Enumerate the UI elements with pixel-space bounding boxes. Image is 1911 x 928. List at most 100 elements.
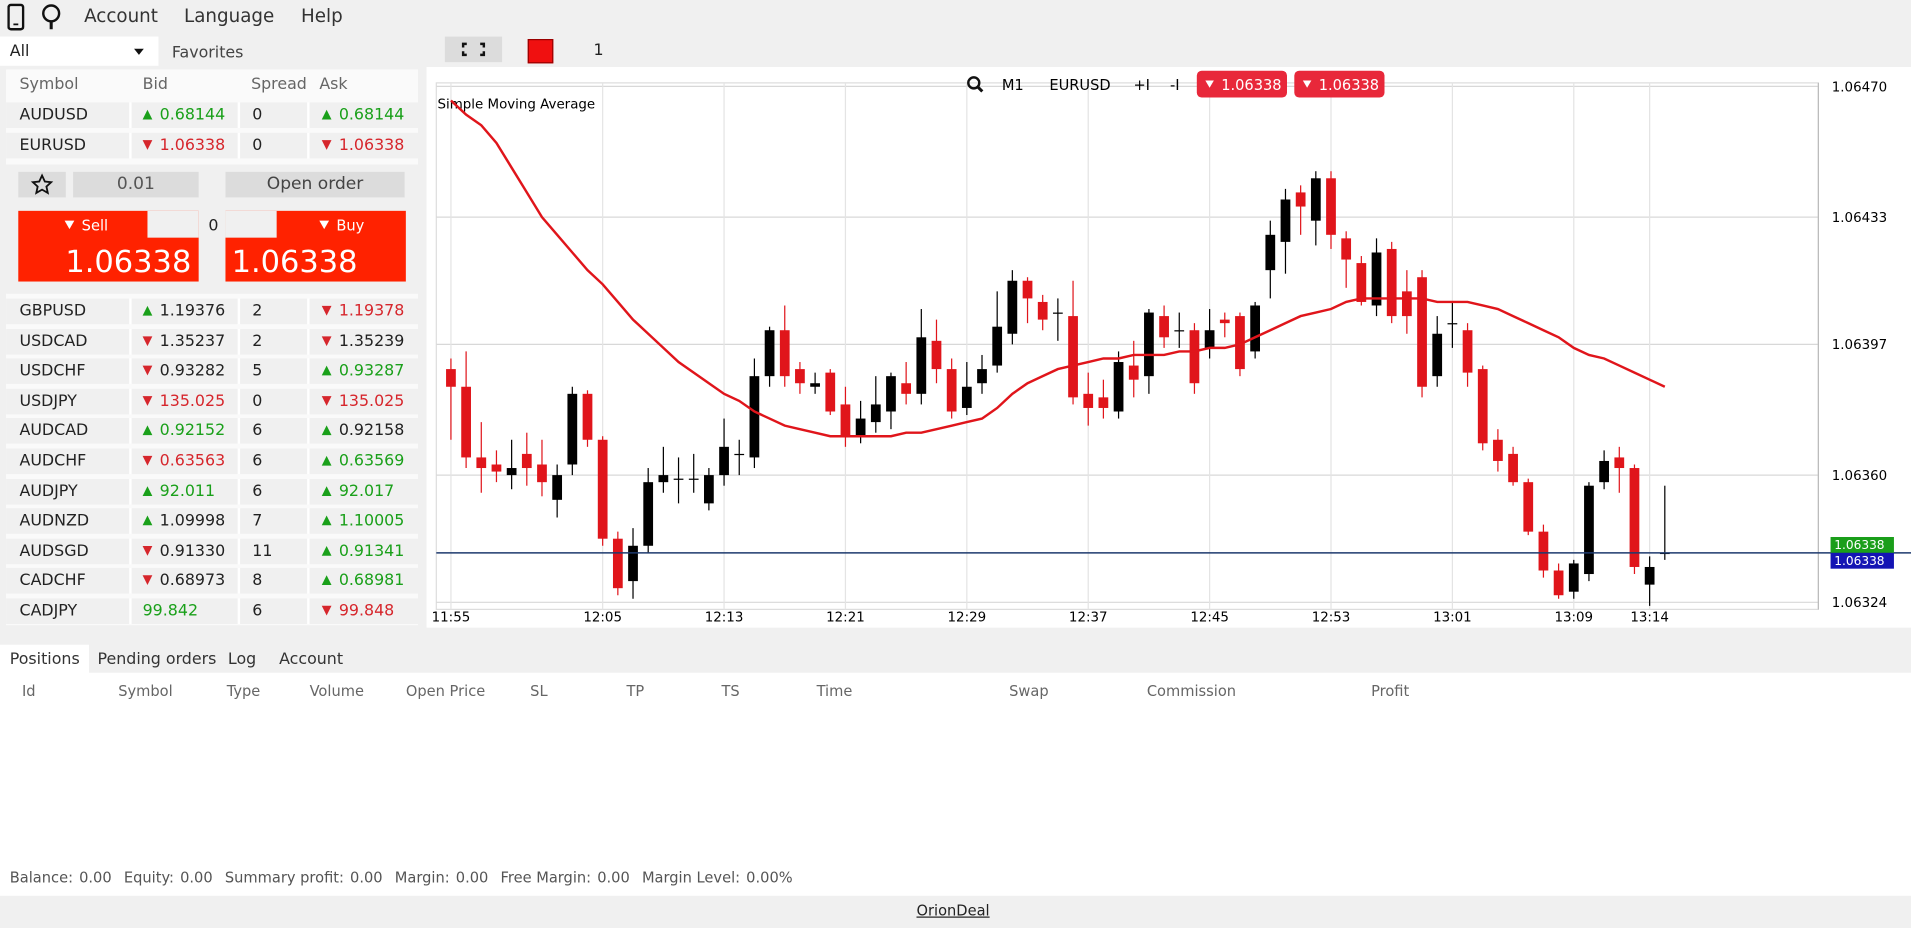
- column-header: Spread: [251, 75, 307, 94]
- fullscreen-button[interactable]: [444, 36, 503, 63]
- chart-symbol[interactable]: EURUSD: [1049, 77, 1110, 94]
- menu-item[interactable]: Account: [84, 4, 158, 27]
- candle-body: [1341, 238, 1352, 260]
- account-summary: Balance: 0.00 Equity: 0.00 Summary profit: 0.…: [10, 869, 805, 886]
- cell: [6, 478, 130, 505]
- cell: [6, 298, 130, 325]
- candle-body: [931, 340, 942, 370]
- spread: 2: [252, 332, 263, 351]
- sell-button[interactable]: Sell 1.06338: [18, 210, 199, 282]
- bid-badge[interactable]: [1196, 70, 1287, 98]
- watchlist-row[interactable]: AUDCAD 0.92152 6 0.92158: [6, 418, 419, 445]
- zoom-in[interactable]: +I: [1133, 77, 1150, 94]
- watchlist-row[interactable]: AUDJPY 92.011 6 92.017: [6, 478, 419, 505]
- candle-body: [1144, 312, 1154, 377]
- tab[interactable]: Pending orders: [97, 650, 217, 670]
- symbol: CADCHF: [19, 572, 86, 591]
- summary-value: 0.00: [597, 868, 630, 887]
- open-order-button[interactable]: Open order: [225, 171, 405, 198]
- menu-item[interactable]: Language: [184, 4, 275, 27]
- x-tick-label: 12:21: [826, 611, 865, 626]
- ask-price: 0.63569: [321, 452, 404, 470]
- bid-price: 1.06338: [142, 136, 225, 154]
- bulb-icon[interactable]: [40, 4, 62, 31]
- volume-input[interactable]: 0.01: [73, 171, 199, 198]
- candle-body: [1462, 330, 1473, 373]
- y-tick-label: 1.06397: [1832, 338, 1887, 353]
- buy-text: Buy: [336, 216, 365, 234]
- cell: [6, 538, 130, 565]
- symbol-filter[interactable]: All: [0, 36, 159, 66]
- direction-arrow: [142, 515, 153, 526]
- column-header: Ask: [319, 75, 348, 94]
- bid-price: 1.09998: [142, 512, 225, 530]
- ask: 1.35239: [338, 332, 405, 351]
- spread: 6: [252, 422, 263, 441]
- bid-price: 99.842: [143, 602, 198, 620]
- candle-body: [886, 376, 896, 412]
- candle-body: [1037, 301, 1048, 320]
- direction-arrow: [142, 485, 153, 496]
- watchlist-row[interactable]: AUDNZD 1.09998 7 1.10005: [6, 508, 419, 535]
- phone-icon[interactable]: [7, 3, 25, 31]
- candle-body: [1584, 485, 1594, 575]
- column-header: Id: [21, 682, 36, 700]
- candle-body: [1219, 319, 1230, 324]
- candle-body: [992, 326, 1003, 366]
- bid-price: 1.19376: [142, 302, 225, 321]
- candle-body: [704, 475, 714, 504]
- candle-body: [855, 418, 866, 437]
- ask-badge-text: 1.06338: [1319, 77, 1379, 94]
- footer-link[interactable]: OrionDeal: [916, 901, 990, 919]
- direction-arrow: [142, 455, 153, 466]
- order-panel: 0.01 Open order Sell 1.06338 0 Buy 1.063…: [6, 164, 419, 294]
- cell: [6, 358, 130, 385]
- watchlist-row[interactable]: CADCHF 0.68973 8 0.68981: [6, 568, 419, 595]
- watchlist-row[interactable]: CADJPY 99.842 6 99.848: [6, 598, 419, 624]
- direction-arrow: [321, 605, 332, 616]
- tab[interactable]: Log: [227, 650, 257, 670]
- watchlist-row[interactable]: USDJPY 135.025 0 135.025: [6, 388, 419, 415]
- watchlist-row[interactable]: USDCAD 1.35237 2 1.35239: [6, 328, 419, 355]
- candle-body: [1553, 570, 1564, 596]
- candle-body: [779, 330, 790, 377]
- watchlist-row[interactable]: GBPUSD 1.19376 2 1.19378: [6, 298, 419, 325]
- candle-body: [1265, 234, 1276, 271]
- tab[interactable]: Positions: [0, 644, 90, 674]
- symbol: USDCAD: [19, 332, 88, 351]
- watchlist-row[interactable]: AUDCHF 0.63563 6 0.63569: [6, 448, 419, 475]
- candle-body: [673, 478, 684, 480]
- x-tick-label: 12:37: [1069, 611, 1108, 626]
- timeframe[interactable]: M1: [1002, 77, 1024, 94]
- candle-body: [870, 404, 881, 423]
- column-header: Symbol: [118, 682, 173, 700]
- watchlist-row[interactable]: EURUSD 1.06338 0 1.06338: [6, 132, 419, 158]
- menu-item[interactable]: Help: [301, 4, 343, 27]
- zoom-out[interactable]: -I: [1170, 77, 1180, 94]
- candle-body: [1204, 330, 1215, 348]
- tab[interactable]: Account: [279, 650, 344, 670]
- spread: 5: [252, 362, 263, 381]
- favorites-tab[interactable]: Favorites: [171, 43, 244, 63]
- ask-price: 0.68144: [321, 106, 405, 125]
- watchlist-row[interactable]: USDCHF 0.93282 5 0.93287: [6, 358, 419, 385]
- ask-badge[interactable]: [1294, 70, 1385, 98]
- candle-body: [688, 478, 699, 480]
- cell: [6, 132, 130, 158]
- color-button[interactable]: [527, 39, 554, 64]
- bid-price: 92.011: [142, 482, 215, 500]
- watchlist-row[interactable]: AUDSGD 0.91330 11 0.91341: [6, 538, 419, 565]
- symbol: EURUSD: [19, 136, 86, 155]
- zoom-icon[interactable]: [967, 76, 984, 93]
- ask-price: 0.92158: [321, 422, 404, 440]
- candle-body: [1128, 365, 1139, 380]
- candle-body: [1432, 333, 1443, 377]
- column-header: TS: [721, 682, 740, 700]
- favorite-button[interactable]: [18, 171, 66, 198]
- ask: 0.68144: [338, 106, 405, 125]
- spread: 0: [252, 392, 263, 411]
- buy-button[interactable]: Buy 1.06338: [225, 210, 406, 282]
- bid: 0.91330: [159, 542, 226, 561]
- watchlist-row[interactable]: AUDUSD 0.68144 0 0.68144: [6, 102, 419, 128]
- spread: 6: [252, 452, 263, 471]
